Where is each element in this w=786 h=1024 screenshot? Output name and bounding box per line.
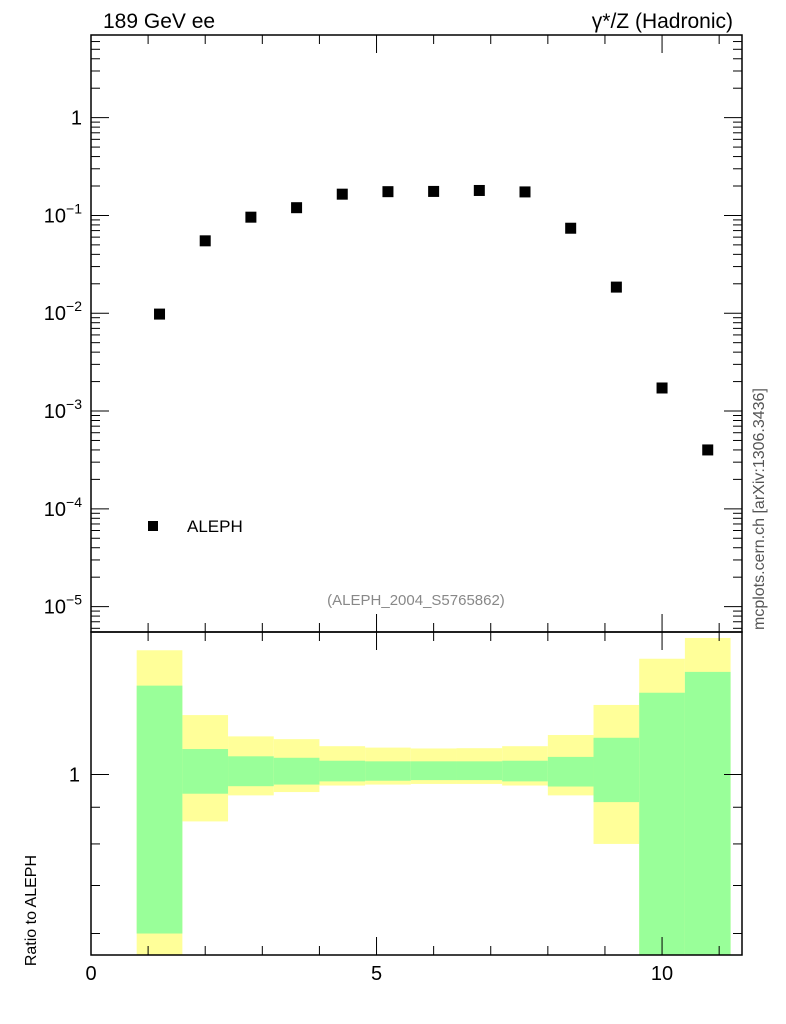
main-y-tick-label: 10−3 bbox=[44, 396, 82, 423]
data-point-aleph bbox=[610, 281, 622, 293]
main-y-tick-label: 10−2 bbox=[44, 298, 82, 325]
ratio-inner-band bbox=[273, 757, 320, 785]
data-point-aleph bbox=[565, 222, 577, 234]
ratio-inner-band bbox=[684, 671, 731, 955]
data-point-aleph bbox=[428, 185, 440, 197]
ratio-inner-band bbox=[639, 692, 685, 955]
ratio-inner-band bbox=[136, 685, 183, 934]
data-point-aleph bbox=[245, 211, 257, 223]
main-y-tick-label: 10−5 bbox=[44, 592, 82, 619]
ratio-axes: 10 5 10 bbox=[69, 632, 742, 985]
data-point-aleph bbox=[656, 382, 668, 394]
data-point-aleph bbox=[519, 186, 531, 198]
main-y-tick-label: 10−4 bbox=[44, 494, 82, 521]
legend-marker-aleph bbox=[148, 521, 158, 531]
ratio-inner-band bbox=[593, 737, 640, 803]
ratio-bands bbox=[136, 637, 731, 955]
ratio-inner-band bbox=[228, 756, 274, 787]
ratio-inner-band bbox=[456, 761, 503, 781]
x-tick-label: 5 bbox=[371, 963, 382, 985]
header-right-label: γ*/Z (Hadronic) bbox=[592, 10, 733, 33]
ratio-inner-band bbox=[319, 760, 366, 782]
ratio-inner-band bbox=[502, 760, 548, 782]
ratio-inner-band bbox=[410, 761, 457, 781]
side-credit-label: mcplots.cern.ch [arXiv:1306.3436] bbox=[751, 388, 768, 630]
x-tick-label: 10 bbox=[651, 963, 673, 985]
data-point-aleph bbox=[702, 444, 714, 456]
data-point-aleph bbox=[336, 188, 348, 200]
ratio-inner-band bbox=[365, 761, 411, 781]
ratio-inner-band bbox=[547, 756, 594, 787]
data-point-aleph bbox=[473, 184, 485, 196]
main-data-points bbox=[154, 184, 714, 456]
header-left-label: 189 GeV ee bbox=[103, 10, 215, 33]
data-point-aleph bbox=[291, 202, 303, 214]
main-y-tick-label: 10−1 bbox=[44, 200, 82, 227]
ratio-y-tick-label: 1 bbox=[69, 764, 80, 786]
analysis-id-annotation: (ALEPH_2004_S5765862) bbox=[327, 592, 505, 609]
legend-label-aleph: ALEPH bbox=[187, 517, 243, 536]
main-y-axis: 10−5 10−4 10−3 10−2 10−1 1 bbox=[44, 34, 742, 632]
ratio-plot-frame bbox=[90, 631, 743, 956]
x-tick-label: 0 bbox=[85, 963, 96, 985]
main-y-tick-label: 1 bbox=[71, 108, 82, 130]
data-point-aleph bbox=[382, 186, 394, 198]
data-point-aleph bbox=[154, 308, 166, 320]
ratio-inner-band bbox=[182, 749, 229, 794]
data-point-aleph bbox=[199, 235, 211, 247]
ratio-y-axis-label: Ratio to ALEPH bbox=[23, 855, 40, 966]
